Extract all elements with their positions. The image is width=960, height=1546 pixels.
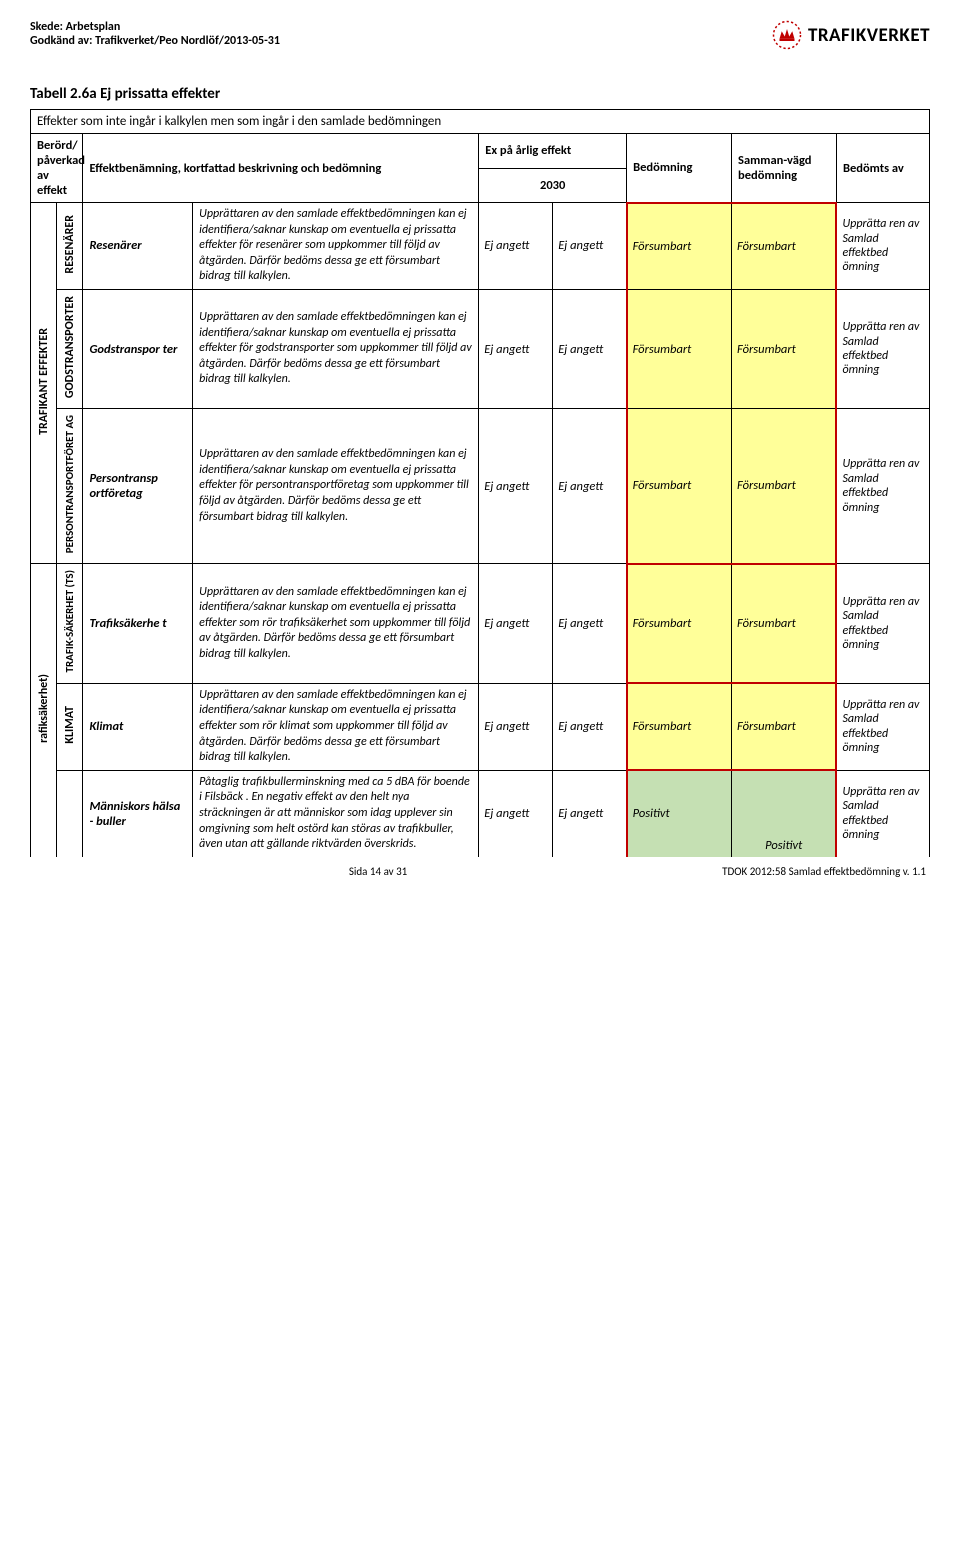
table-subtitle: Effekter som inte ingår i kalkylen men s… (30, 109, 930, 133)
outer-safety: rafiksäkerhet) (31, 564, 57, 857)
row-assess: Positivt (627, 770, 732, 856)
hdr-weighted: Samman-vägd bedömning (732, 134, 837, 203)
row-name: Resenärer (83, 203, 193, 290)
row-weighted: Försumbart (732, 683, 837, 770)
stage-label: Skede: Arbetsplan (30, 20, 280, 34)
page-header: Skede: Arbetsplan Godkänd av: Trafikverk… (30, 20, 930, 50)
row-assess: Försumbart (627, 289, 732, 408)
row-by: Upprätta ren av Samlad effektbed ömning (836, 683, 929, 770)
row-v2: Ej angett (553, 770, 627, 856)
row-assess: Försumbart (627, 564, 732, 683)
approved-label: Godkänd av: Trafikverket/Peo Nordlöf/201… (30, 34, 280, 48)
row-weighted-cutoff: Positivt (732, 770, 837, 856)
row-weighted: Försumbart (732, 203, 837, 290)
row-v2: Ej angett (553, 203, 627, 290)
row-desc: Upprättaren av den samlade effektbedömni… (193, 289, 479, 408)
row-desc: Påtaglig trafikbullerminskning med ca 5 … (193, 770, 479, 856)
row-desc: Upprättaren av den samlade effektbedömni… (193, 683, 479, 770)
page-footer: Sida 14 av 31 TDOK 2012:58 Samlad effekt… (30, 857, 930, 878)
crown-icon (772, 20, 802, 50)
hdr-annual: Ex på årlig effekt (479, 134, 627, 169)
hdr-affected: Berörd/ påverkad av effekt (31, 134, 83, 203)
row-by: Upprätta ren av Samlad effektbed ömning (836, 770, 929, 856)
row-assess: Försumbart (627, 409, 732, 564)
page-number: Sida 14 av 31 (349, 865, 407, 878)
row-name: Godstranspor ter (83, 289, 193, 408)
hdr-year: 2030 (479, 168, 627, 203)
row-v1: Ej angett (479, 289, 553, 408)
inner-person: PERSONTRANSPORTFÖRET AG (57, 409, 83, 564)
row-v1: Ej angett (479, 203, 553, 290)
row-desc: Upprättaren av den samlade effektbedömni… (193, 564, 479, 683)
row-v2: Ej angett (553, 564, 627, 683)
row-v1: Ej angett (479, 683, 553, 770)
row-name: Trafiksäkerhe t (83, 564, 193, 683)
row-name: Klimat (83, 683, 193, 770)
row-desc: Upprättaren av den samlade effektbedömni… (193, 203, 479, 290)
row-v2: Ej angett (553, 683, 627, 770)
inner-gods: GODSTRANSPORTER (57, 289, 83, 408)
row-v1: Ej angett (479, 770, 553, 856)
hdr-assessment: Bedömning (627, 134, 732, 203)
row-by: Upprätta ren av Samlad effektbed ömning (836, 409, 929, 564)
row-assess: Försumbart (627, 683, 732, 770)
doc-ref: TDOK 2012:58 Samlad effektbedömning v. 1… (722, 865, 926, 878)
hdr-by: Bedömts av (836, 134, 929, 203)
row-v2: Ej angett (553, 409, 627, 564)
row-name: Människors hälsa - buller (83, 770, 193, 856)
row-v1: Ej angett (479, 409, 553, 564)
row-weighted: Försumbart (732, 289, 837, 408)
inner-blank (57, 770, 83, 856)
row-v1: Ej angett (479, 564, 553, 683)
outer-trafikant: TRAFIKANT EFFEKTER (31, 203, 57, 564)
row-weighted: Försumbart (732, 564, 837, 683)
inner-resenarer: RESENÄRER (57, 203, 83, 290)
hdr-naming: Effektbenämning, kortfattad beskrivning … (83, 134, 479, 203)
inner-ts: TRAFIK-SÄKERHET (TS) (57, 564, 83, 683)
row-by: Upprätta ren av Samlad effektbed ömning (836, 289, 929, 408)
row-by: Upprätta ren av Samlad effektbed ömning (836, 564, 929, 683)
row-weighted: Försumbart (732, 409, 837, 564)
row-name: Persontransp ortföretag (83, 409, 193, 564)
row-desc: Upprättaren av den samlade effektbedömni… (193, 409, 479, 564)
agency-logo: TRAFIKVERKET (772, 20, 930, 50)
row-v2: Ej angett (553, 289, 627, 408)
agency-name: TRAFIKVERKET (808, 24, 930, 47)
row-assess: Försumbart (627, 203, 732, 290)
table-caption: Tabell 2.6a Ej prissatta effekter (30, 85, 930, 103)
row-by: Upprätta ren av Samlad effektbed ömning (836, 203, 929, 290)
effects-table: Berörd/ påverkad av effekt Effektbenämni… (30, 133, 930, 857)
inner-klimat: KLIMAT (57, 683, 83, 770)
